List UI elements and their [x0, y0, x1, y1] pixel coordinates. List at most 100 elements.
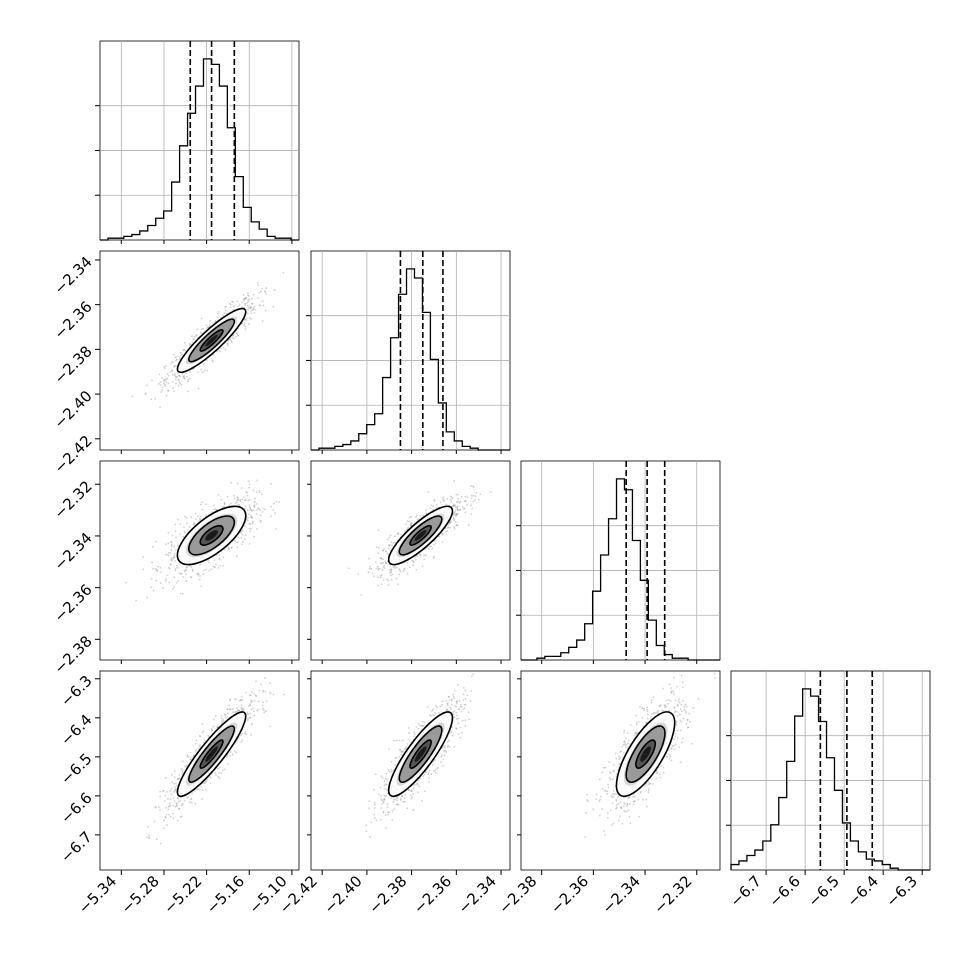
sample-point: [410, 796, 413, 799]
sample-point: [250, 708, 253, 711]
sample-point: [382, 566, 385, 569]
sample-point: [214, 320, 217, 322]
sample-point: [212, 725, 215, 728]
sample-point: [656, 710, 659, 713]
sample-point: [232, 335, 234, 337]
sample-point: [223, 501, 226, 504]
sample-point: [172, 817, 175, 820]
sample-point: [475, 492, 478, 494]
sample-point: [171, 370, 173, 373]
sample-point: [455, 513, 458, 515]
sample-point: [164, 816, 167, 819]
sample-point: [241, 301, 243, 304]
sample-point: [447, 526, 450, 529]
sample-point: [198, 517, 201, 520]
sample-point: [255, 502, 258, 505]
sample-point: [455, 512, 458, 515]
sample-point: [403, 800, 406, 803]
sample-point: [179, 816, 182, 819]
sample-point: [380, 574, 383, 576]
scatter-panel-1-3: [310, 670, 511, 871]
sample-point: [176, 375, 179, 378]
sample-point: [243, 322, 246, 324]
sample-point: [384, 796, 387, 798]
sample-point: [368, 567, 371, 570]
sample-point: [453, 710, 456, 713]
sample-point: [615, 798, 618, 801]
sample-point: [236, 300, 238, 303]
sample-point: [242, 496, 245, 499]
sample-point: [449, 521, 452, 523]
sample-point: [470, 513, 473, 516]
sample-point: [213, 566, 216, 569]
sample-point: [234, 502, 237, 504]
sample-point: [443, 749, 445, 752]
sample-point: [229, 708, 232, 711]
sample-point: [399, 799, 402, 801]
sample-point: [173, 576, 176, 579]
sample-point: [260, 493, 263, 496]
sample-point: [179, 382, 182, 385]
sample-point: [219, 766, 221, 769]
sample-point: [175, 358, 178, 361]
sample-point: [169, 815, 172, 818]
sample-point: [441, 754, 443, 757]
sample-point: [410, 790, 413, 793]
sample-point: [400, 753, 403, 756]
sample-point: [398, 739, 401, 742]
sample-point: [228, 547, 230, 550]
sample-point: [249, 693, 252, 696]
sample-point: [226, 708, 229, 711]
sample-point: [357, 573, 359, 575]
sample-point: [174, 788, 177, 791]
sample-point: [239, 698, 242, 701]
contour-line-1: [188, 318, 236, 363]
sample-point: [436, 706, 439, 709]
sample-point: [384, 777, 387, 780]
sample-point: [171, 557, 174, 560]
sample-point: [397, 583, 400, 586]
sample-point: [676, 736, 679, 739]
sample-point: [641, 798, 644, 801]
sample-point: [417, 779, 420, 782]
sample-point: [674, 699, 677, 702]
sample-point: [155, 806, 158, 808]
sample-point: [489, 491, 492, 494]
sample-point: [450, 500, 453, 503]
sample-point: [385, 550, 387, 553]
sample-point: [373, 817, 376, 820]
sample-point: [168, 805, 171, 808]
sample-point: [167, 806, 170, 808]
sample-point: [442, 745, 445, 748]
sample-point: [173, 365, 175, 368]
sample-point: [196, 328, 199, 331]
sample-point: [448, 746, 451, 748]
sample-point: [207, 559, 210, 562]
sample-point: [236, 482, 239, 485]
sample-point: [146, 596, 149, 599]
sample-point: [680, 674, 683, 677]
sample-point: [627, 739, 630, 742]
sample-point: [440, 761, 442, 763]
sample-point: [218, 554, 221, 557]
sample-point: [213, 508, 216, 511]
sample-point: [464, 719, 467, 722]
sample-point: [164, 815, 167, 818]
sample-point: [250, 516, 252, 519]
sample-point: [246, 301, 249, 304]
sample-point: [410, 524, 412, 526]
sample-point: [278, 671, 281, 673]
sample-point: [247, 308, 249, 311]
sample-point: [451, 698, 453, 700]
sample-point: [386, 552, 389, 555]
sample-point: [173, 545, 176, 548]
sample-point: [256, 282, 259, 284]
sample-point: [459, 508, 462, 511]
contour-line-0: [199, 739, 224, 769]
sample-point: [167, 797, 169, 800]
sample-point: [247, 713, 250, 716]
sample-point: [406, 572, 409, 575]
sample-point: [390, 579, 393, 581]
sample-point: [257, 700, 260, 703]
sample-point: [250, 701, 253, 704]
